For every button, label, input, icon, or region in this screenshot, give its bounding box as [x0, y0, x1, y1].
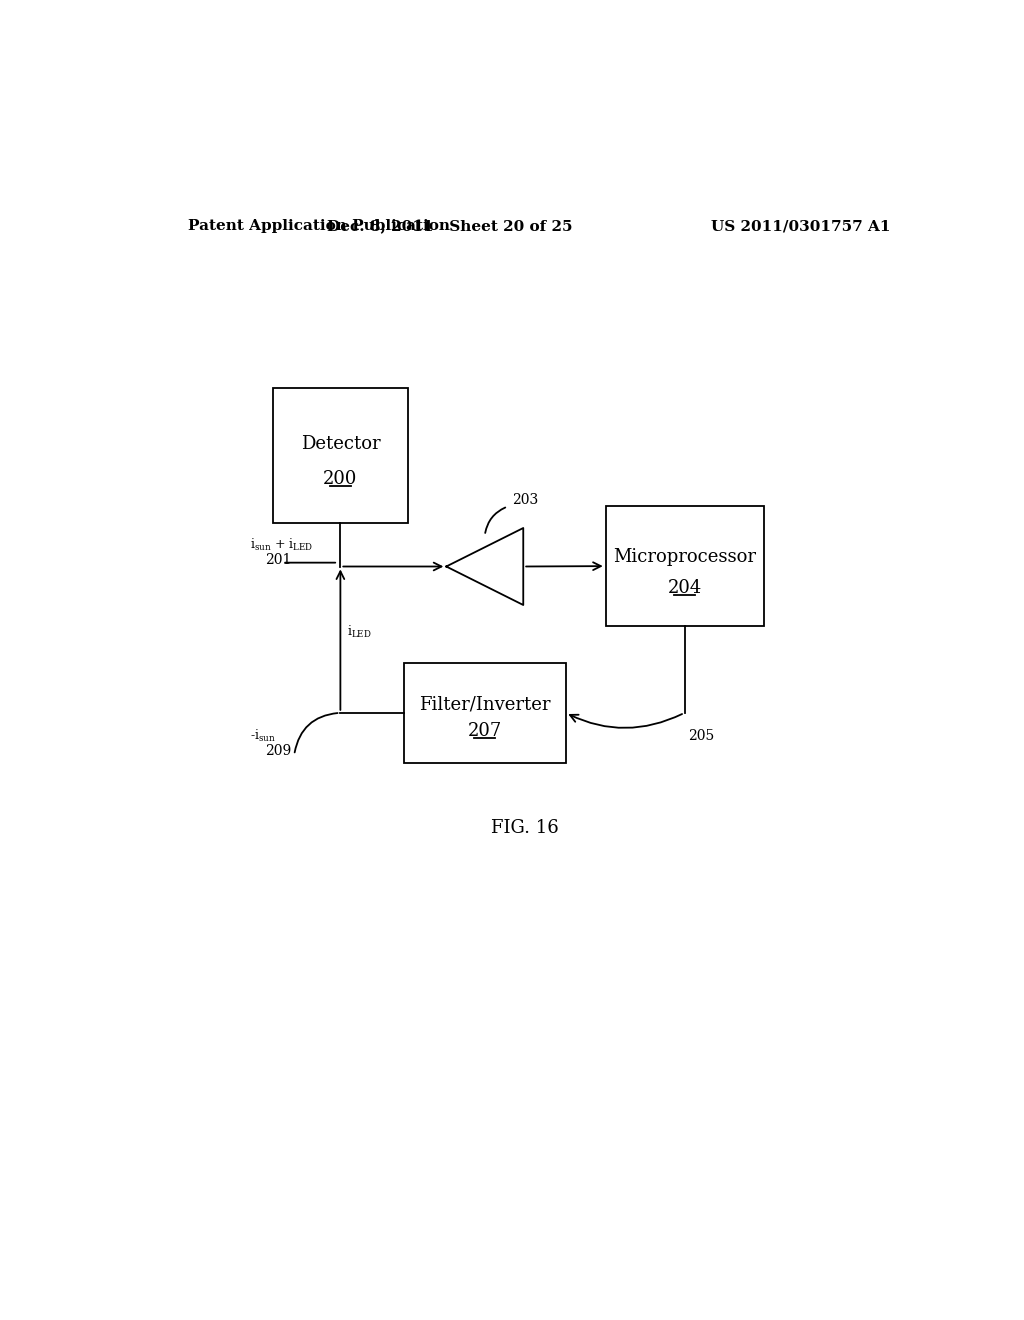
Text: i$_{\mathregular{LED}}$: i$_{\mathregular{LED}}$ [346, 624, 372, 640]
Text: Filter/Inverter: Filter/Inverter [419, 696, 551, 714]
Text: Patent Application Publication: Patent Application Publication [188, 219, 451, 234]
Bar [273, 388, 408, 523]
Text: Microprocessor: Microprocessor [613, 548, 756, 565]
Text: 201: 201 [265, 553, 292, 568]
Text: Detector: Detector [301, 436, 380, 454]
Text: i$_{\mathregular{sun}}$ + i$_{\mathregular{LED}}$: i$_{\mathregular{sun}}$ + i$_{\mathregul… [250, 537, 313, 553]
Bar [403, 663, 565, 763]
Text: FIG. 16: FIG. 16 [490, 820, 559, 837]
Text: 205: 205 [688, 729, 715, 743]
Text: 200: 200 [324, 470, 357, 488]
Text: 203: 203 [512, 494, 538, 507]
Bar [605, 507, 764, 626]
Text: -i$_{\mathregular{sun}}$: -i$_{\mathregular{sun}}$ [250, 727, 275, 744]
Text: 209: 209 [265, 744, 292, 758]
Text: 204: 204 [668, 578, 701, 597]
Text: 207: 207 [468, 722, 502, 739]
Text: Dec. 8, 2011   Sheet 20 of 25: Dec. 8, 2011 Sheet 20 of 25 [328, 219, 572, 234]
Text: US 2011/0301757 A1: US 2011/0301757 A1 [711, 219, 890, 234]
